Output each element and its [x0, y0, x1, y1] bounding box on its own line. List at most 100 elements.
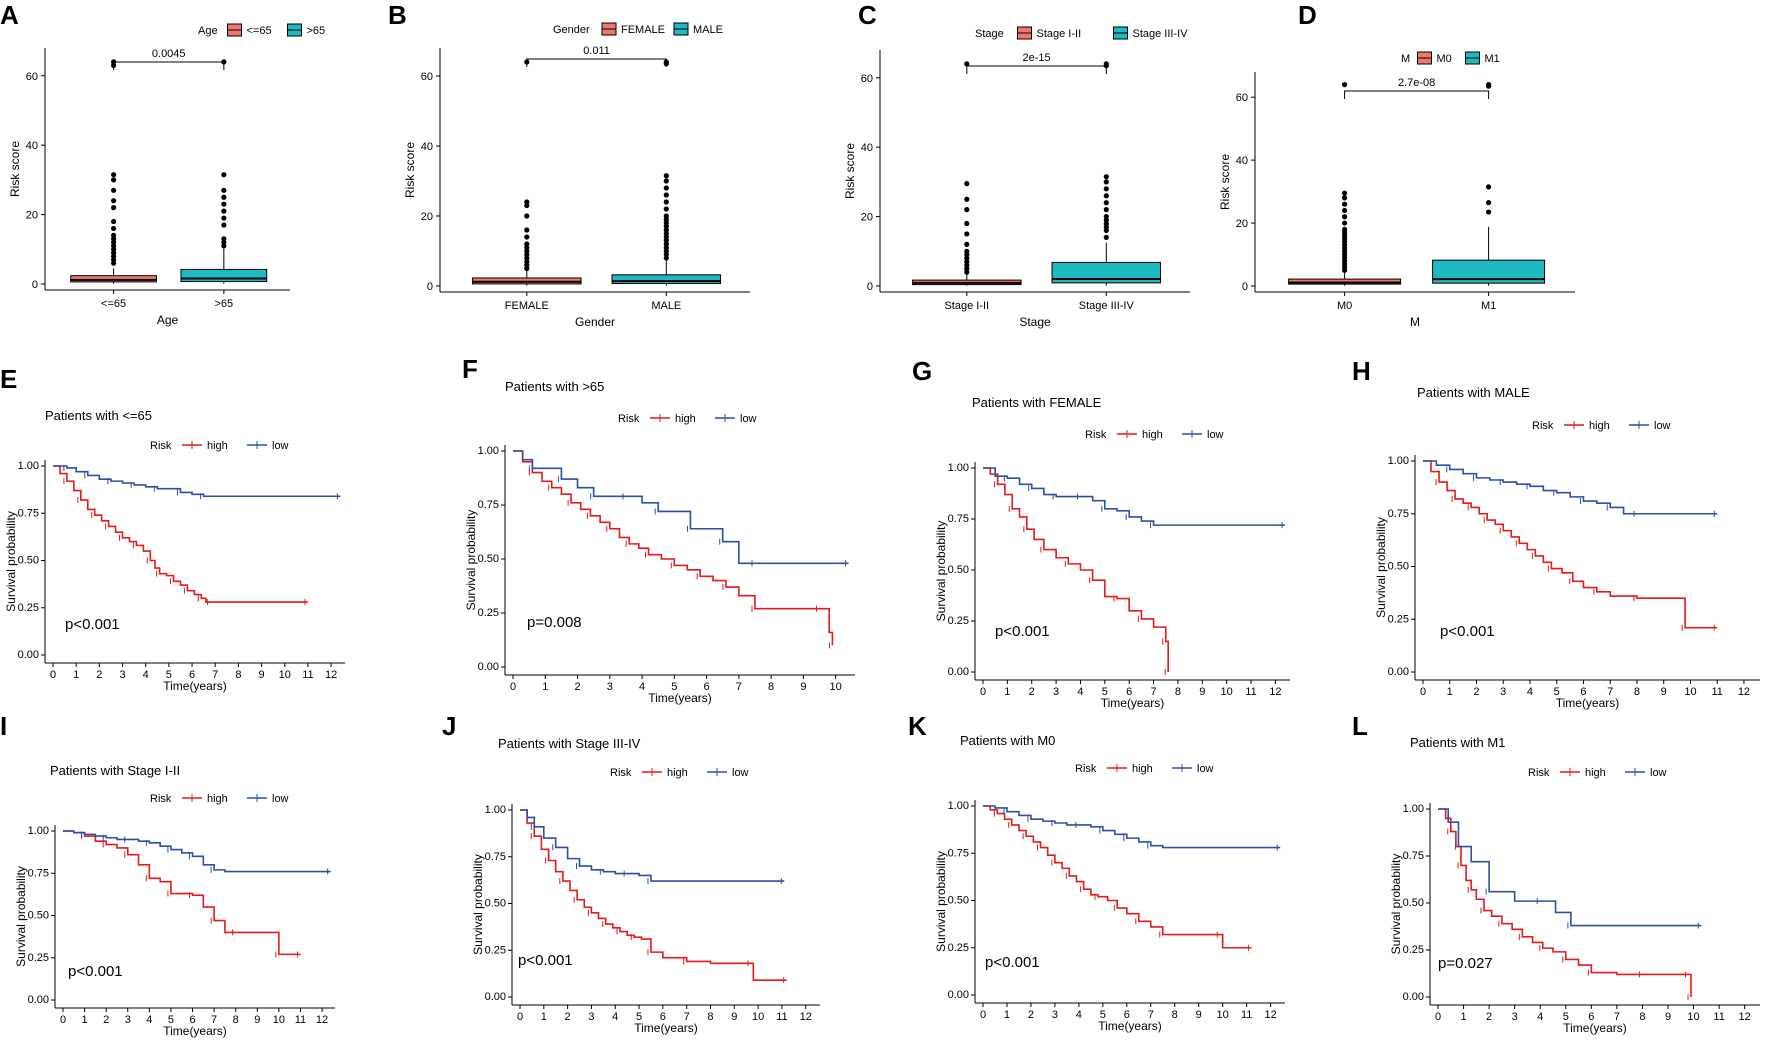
outlier-point: [1103, 186, 1109, 192]
legend-label: low: [1197, 763, 1214, 775]
outlier-point: [1486, 184, 1492, 190]
y-tick-label: 0.50: [478, 553, 499, 565]
x-tick-label: 6: [189, 1014, 195, 1026]
panel-title: Patients with Stage I-II: [50, 763, 180, 778]
y-axis-title: Risk score: [8, 141, 22, 197]
x-tick-label: 7: [1150, 686, 1156, 698]
x-tick-label: FEMALE: [505, 300, 549, 312]
box-1: [70, 59, 157, 284]
x-tick-label: 4: [612, 1011, 618, 1023]
y-tick-label: 0.00: [1388, 666, 1409, 678]
x-tick-label: 9: [1665, 1011, 1671, 1023]
x-tick-label: 3: [588, 1011, 594, 1023]
outlier-point: [1103, 213, 1109, 220]
y-tick-label: 0: [867, 281, 873, 293]
panel-letter: C: [858, 0, 877, 30]
y-tick-label: 0.00: [478, 661, 499, 673]
p-value: p<0.001: [68, 963, 123, 980]
y-tick-label: 40: [1236, 155, 1248, 167]
y-tick-label: 1.00: [948, 800, 969, 812]
outlier-point: [221, 201, 227, 207]
y-tick-label: 0: [1242, 281, 1248, 293]
outlier-point: [1486, 200, 1492, 206]
x-axis-title: Time(years): [1101, 696, 1165, 710]
x-tick-label: 0: [1420, 686, 1426, 698]
panel-i: I Patients with Stage I-II 0.00 0.25 0.50 0.7…: [0, 711, 335, 1038]
x-tick-label: 6: [660, 1011, 666, 1023]
y-tick-label: 1.00: [18, 460, 39, 472]
x-tick-label: Stage III-IV: [1079, 300, 1135, 312]
x-tick-label: 7: [1148, 1009, 1154, 1021]
y-tick-label: 0.75: [478, 499, 499, 511]
panel-letter: F: [462, 354, 478, 384]
x-tick-label: 0: [1435, 1011, 1441, 1023]
y-tick-label: 1.00: [485, 804, 506, 816]
y-tick-label: 20: [26, 210, 38, 222]
y-tick-label: 40: [26, 140, 38, 152]
x-tick-label: 9: [731, 1011, 737, 1023]
x-tick-label: 5: [671, 681, 677, 693]
y-tick-label: 0.00: [948, 666, 969, 678]
y-axis-title: Risk score: [403, 142, 417, 198]
outlier-point: [1103, 61, 1109, 67]
legend-label: Stage III-IV: [1133, 28, 1189, 40]
x-tick-label: 12: [1269, 686, 1281, 698]
legend-label: low: [1654, 420, 1671, 432]
legend: Risk high low: [150, 440, 289, 452]
x-tick-label: 11: [302, 669, 313, 681]
x-tick-label: 12: [325, 669, 337, 681]
outlier-point: [524, 199, 530, 205]
legend-label: >65: [307, 25, 326, 37]
outlier-point: [964, 207, 970, 213]
p-value: p=0.027: [1438, 955, 1493, 972]
x-tick-label: 12: [800, 1011, 812, 1023]
x-tick-label: 4: [1537, 1011, 1543, 1023]
outlier-point: [221, 194, 227, 200]
outlier-point: [524, 234, 530, 240]
outlier-point: [663, 206, 669, 212]
x-tick-label: 3: [125, 1014, 131, 1026]
y-tick-label: 0.75: [1388, 508, 1409, 520]
panel-letter: D: [1298, 0, 1317, 30]
p-value: p<0.001: [985, 954, 1040, 971]
y-tick-label: 0.50: [28, 910, 49, 922]
legend: Age <=65 >65: [198, 23, 326, 37]
outlier-point: [1342, 190, 1348, 196]
panel-h: H Patients with MALE 0.00 0.25 0.50 0.75 1.00 0…: [1352, 356, 1760, 710]
x-tick-label: 8: [1639, 1011, 1645, 1023]
legend: Risk high low: [1075, 763, 1214, 775]
survival-curve-low: [983, 467, 1286, 526]
legend-title: Risk: [1075, 763, 1097, 775]
panel-letter: K: [908, 711, 927, 741]
y-tick-label: 0.25: [28, 952, 49, 964]
p-value-label: 2.7e-08: [1398, 77, 1435, 89]
outlier-point: [1342, 195, 1348, 201]
x-tick-label: 4: [1527, 686, 1533, 698]
outlier-point: [663, 185, 669, 191]
y-axis-title: Survival probability: [934, 851, 948, 952]
x-tick-label: 1: [73, 669, 79, 681]
survival-curve-low: [1423, 460, 1718, 515]
x-tick-label: 11: [1241, 1009, 1252, 1021]
x-tick-label: 0: [517, 1011, 523, 1023]
panel-title: Patients with M1: [1410, 735, 1505, 750]
legend: Risk high low: [1528, 767, 1667, 779]
y-tick-label: 1.00: [948, 462, 969, 474]
box-2: [1432, 81, 1546, 286]
x-tick-label: 9: [1199, 686, 1205, 698]
x-tick-label: 1: [541, 1011, 547, 1023]
x-tick-label: MALE: [651, 300, 681, 312]
panel-j: J Patients with Stage III-IV 0.00 0.25 0.50 0…: [442, 711, 820, 1035]
panel-d: D 0 20 40 60 Risk score M0 M1 M 2.7e-08 M M0 M1: [1218, 0, 1575, 329]
x-tick-label: 7: [1607, 686, 1613, 698]
x-tick-label: 5: [636, 1011, 642, 1023]
x-tick-label: 4: [146, 1014, 152, 1026]
x-tick-label: 8: [235, 669, 241, 681]
x-tick-label: 6: [1124, 1009, 1130, 1021]
outlier-point: [1342, 207, 1348, 214]
y-tick-label: 0.00: [485, 991, 506, 1003]
x-tick-label: 12: [316, 1014, 328, 1026]
y-tick-label: 0: [427, 281, 433, 293]
legend-label: high: [1589, 420, 1610, 432]
x-axis-title: Stage: [1019, 315, 1051, 329]
